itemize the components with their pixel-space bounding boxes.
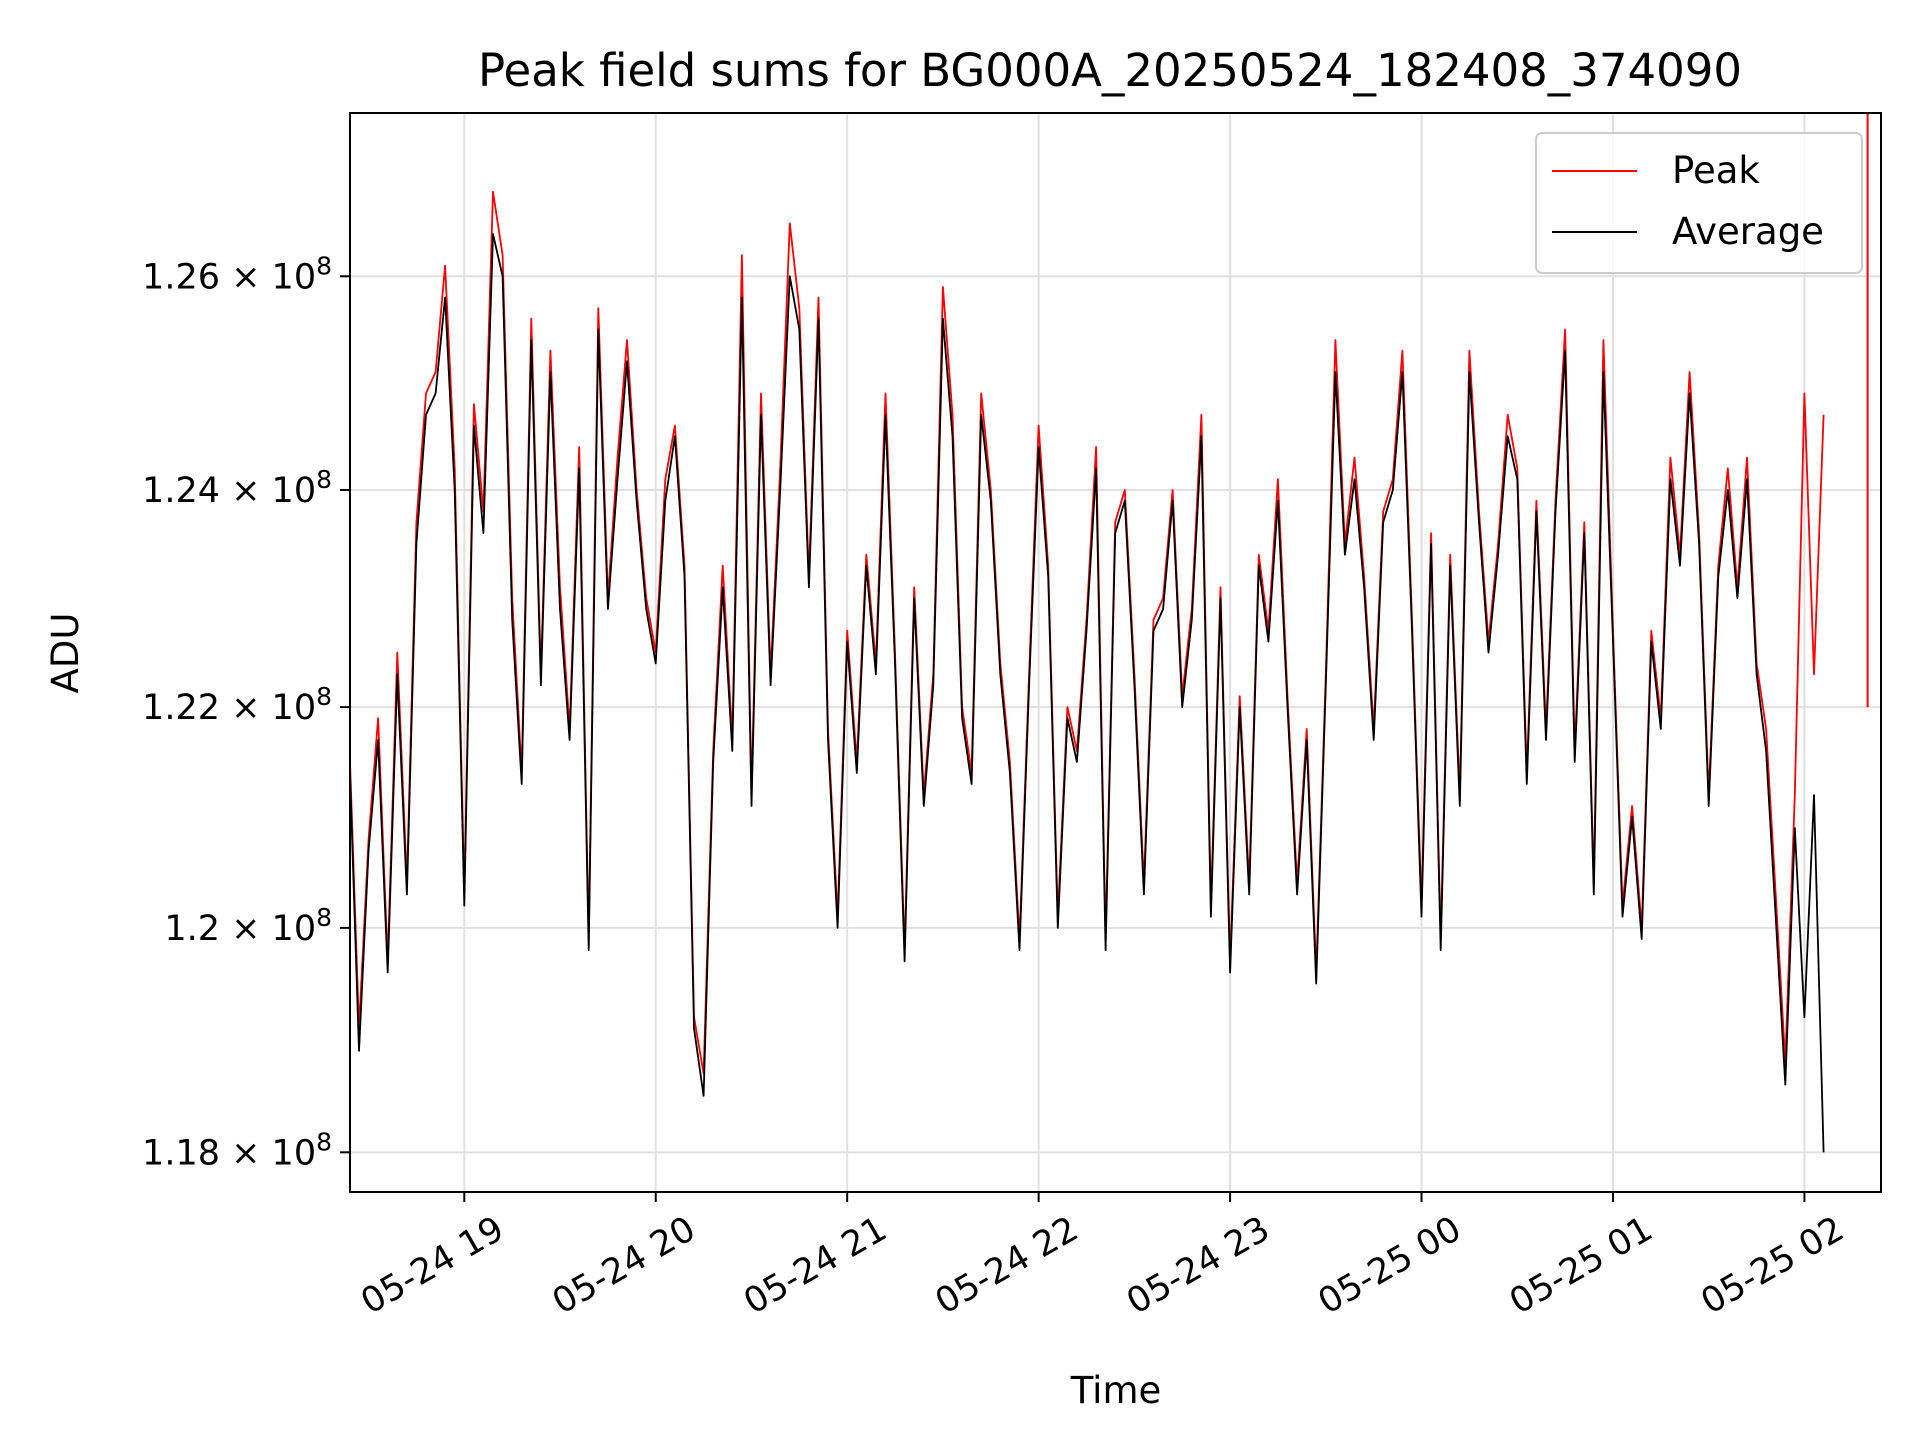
x-axis-label: Time [1070, 1369, 1162, 1412]
legend-box [1535, 132, 1863, 274]
y-tick-label: 1.18 × 108 [142, 1127, 332, 1173]
y-axis-label: ADU [44, 613, 87, 694]
y-tick-label: 1.2 × 108 [164, 903, 332, 949]
legend-label-average: Average [1672, 210, 1824, 253]
series-layer [350, 113, 1869, 1153]
y-axis: 1.18 × 108 1.2 × 108 1.22 × 108 1.24 × 108 1… [142, 251, 350, 1173]
y-tick-label: 1.22 × 108 [142, 682, 332, 728]
series-line-average [350, 233, 1825, 1153]
legend-label-peak: Peak [1672, 149, 1760, 192]
chart-title: Peak field sums for BG000A_20250524_1824… [478, 44, 1742, 97]
legend: Peak Average [1535, 132, 1863, 274]
y-tick-label: 1.24 × 108 [142, 465, 332, 511]
y-tick-label: 1.26 × 108 [142, 251, 332, 297]
plot-frame [349, 112, 1882, 1193]
